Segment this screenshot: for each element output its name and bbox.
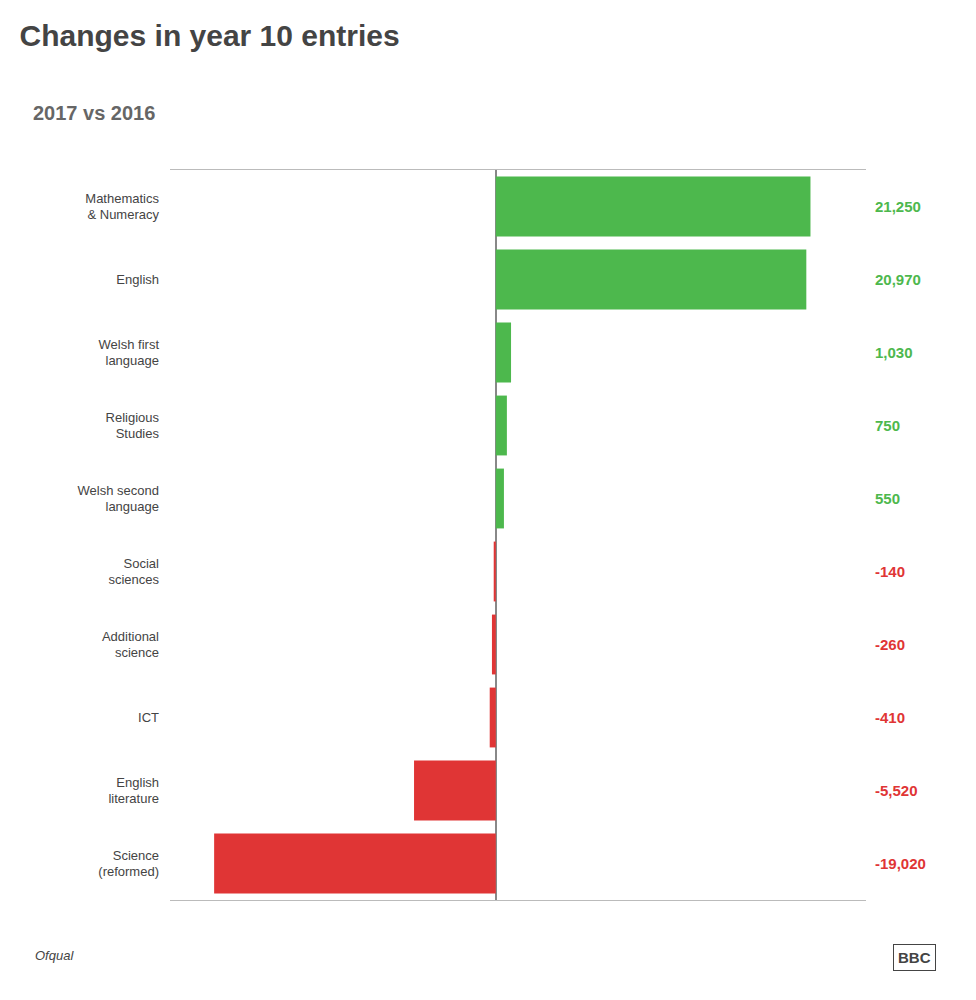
svg-text:ICT: ICT	[138, 710, 159, 725]
svg-text:Englishliterature: Englishliterature	[108, 775, 159, 807]
svg-text:Socialsciences: Socialsciences	[108, 556, 159, 588]
svg-text:2017 vs 2016: 2017 vs 2016	[33, 102, 155, 124]
svg-text:English: English	[116, 272, 159, 287]
svg-text:1,030: 1,030	[875, 344, 913, 361]
svg-text:Mathematics& Numeracy: Mathematics& Numeracy	[85, 191, 159, 223]
svg-text:Additionalscience: Additionalscience	[102, 629, 159, 661]
svg-text:-140: -140	[875, 563, 905, 580]
svg-text:-19,020: -19,020	[875, 855, 926, 872]
svg-text:Welsh firstlanguage: Welsh firstlanguage	[99, 337, 160, 369]
svg-text:750: 750	[875, 417, 900, 434]
svg-text:21,250: 21,250	[875, 198, 921, 215]
svg-text:550: 550	[875, 490, 900, 507]
svg-text:Changes in year 10 entries: Changes in year 10 entries	[20, 19, 400, 52]
svg-text:Science(reformed): Science(reformed)	[98, 848, 159, 880]
svg-text:Ofqual: Ofqual	[35, 948, 74, 963]
svg-text:Welsh secondlanguage: Welsh secondlanguage	[78, 483, 159, 515]
svg-text:20,970: 20,970	[875, 271, 921, 288]
svg-text:-410: -410	[875, 709, 905, 726]
svg-text:-5,520: -5,520	[875, 782, 918, 799]
svg-text:BBC: BBC	[898, 949, 931, 966]
svg-text:ReligiousStudies: ReligiousStudies	[106, 410, 160, 442]
svg-text:-260: -260	[875, 636, 905, 653]
